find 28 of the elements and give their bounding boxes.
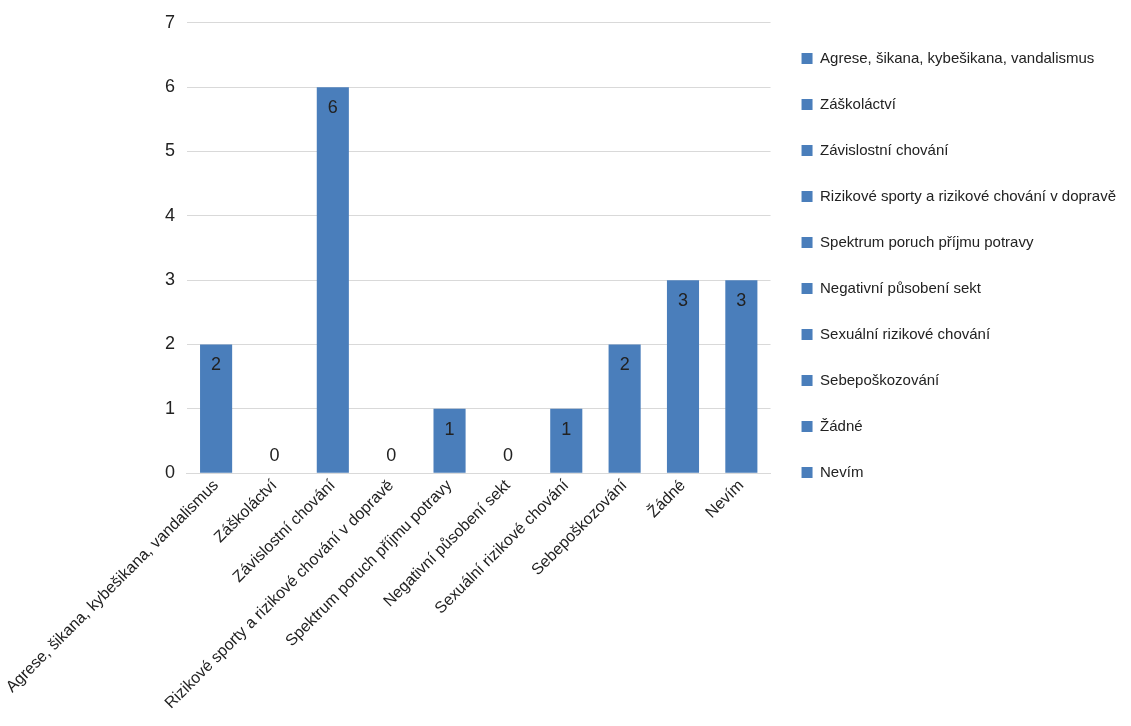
data-label: 1	[561, 418, 572, 439]
legend-label: Agrese, šikana, kybešikana, vandalismus	[820, 48, 1095, 66]
data-label: 6	[327, 97, 338, 118]
data-label: 2	[619, 354, 630, 375]
legend-label: Rizikové sporty a rizikové chování v dopravě	[820, 186, 1116, 204]
y-tick-label: 4	[164, 204, 175, 225]
data-label: 0	[386, 445, 397, 466]
data-label: 0	[269, 445, 280, 466]
data-label: 1	[444, 418, 455, 439]
y-tick-label: 6	[164, 76, 175, 97]
legend-label: Závislostní chování	[820, 140, 950, 158]
y-tick-label: 1	[164, 397, 175, 418]
data-label: 2	[211, 354, 222, 375]
y-tick-label: 3	[164, 269, 175, 290]
data-label: 3	[736, 290, 747, 311]
legend-label: Sebepoškozování	[820, 370, 941, 388]
legend-label: Sexuální rizikové chování	[820, 324, 991, 342]
y-tick-label: 7	[164, 11, 175, 32]
legend-label: Negativní působení sekt	[820, 278, 982, 296]
y-tick-label: 2	[164, 333, 175, 354]
data-label: 0	[502, 445, 513, 466]
legend-label: Záškoláctví	[820, 94, 897, 112]
legend-label: Nevím	[820, 462, 864, 480]
y-tick-label: 5	[164, 140, 175, 161]
data-label: 3	[677, 290, 688, 311]
legend-label: Žádné	[820, 416, 863, 434]
y-tick-label: 0	[164, 462, 175, 483]
legend-label: Spektrum poruch příjmu potravy	[820, 232, 1034, 250]
